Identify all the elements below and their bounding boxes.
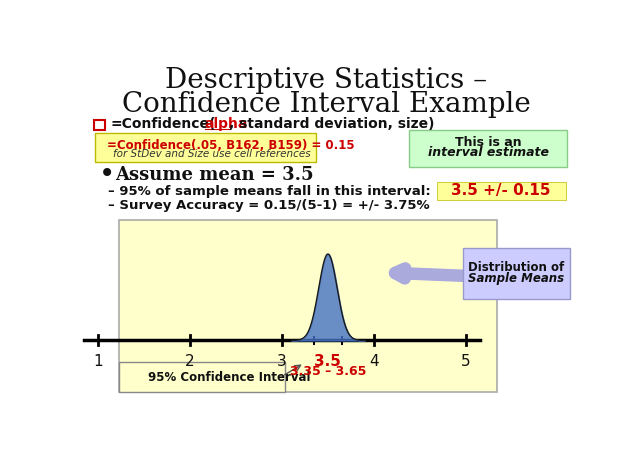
FancyBboxPatch shape xyxy=(94,121,105,130)
Text: Descriptive Statistics –: Descriptive Statistics – xyxy=(166,67,487,94)
Text: 3.5 +/- 0.15: 3.5 +/- 0.15 xyxy=(452,183,551,198)
Text: , standard deviation, size): , standard deviation, size) xyxy=(229,117,434,131)
Text: Confidence Interval Example: Confidence Interval Example xyxy=(122,91,531,118)
FancyBboxPatch shape xyxy=(436,182,566,200)
Text: for StDev and Size use cell references: for StDev and Size use cell references xyxy=(113,149,311,160)
Text: 5: 5 xyxy=(461,354,471,369)
FancyBboxPatch shape xyxy=(409,130,568,168)
Text: 1: 1 xyxy=(93,354,103,369)
Text: Sample Means: Sample Means xyxy=(468,272,564,285)
Text: alpha: alpha xyxy=(204,117,248,131)
Text: 3: 3 xyxy=(277,354,287,369)
FancyBboxPatch shape xyxy=(96,133,315,162)
Text: – 95% of sample means fall in this interval:: – 95% of sample means fall in this inter… xyxy=(108,185,431,198)
Text: 3.5: 3.5 xyxy=(315,354,341,369)
FancyBboxPatch shape xyxy=(463,248,570,299)
Text: =Confidence(: =Confidence( xyxy=(110,117,215,131)
Text: Distribution of: Distribution of xyxy=(468,261,564,274)
Text: 95% Confidence Interval: 95% Confidence Interval xyxy=(148,371,310,383)
Text: =Confidence(.05, B162, B159) = 0.15: =Confidence(.05, B162, B159) = 0.15 xyxy=(107,138,354,152)
Text: 2: 2 xyxy=(185,354,194,369)
Text: 3.35 – 3.65: 3.35 – 3.65 xyxy=(290,365,366,378)
Text: – Survey Accuracy = 0.15/(5-1) = +/- 3.75%: – Survey Accuracy = 0.15/(5-1) = +/- 3.7… xyxy=(108,199,430,212)
FancyBboxPatch shape xyxy=(119,219,497,392)
Text: •: • xyxy=(98,160,115,188)
Text: interval estimate: interval estimate xyxy=(428,146,549,159)
Text: This is an: This is an xyxy=(455,136,522,149)
Text: 4: 4 xyxy=(369,354,379,369)
FancyBboxPatch shape xyxy=(119,362,285,392)
Text: Assume mean = 3.5: Assume mean = 3.5 xyxy=(115,166,314,185)
